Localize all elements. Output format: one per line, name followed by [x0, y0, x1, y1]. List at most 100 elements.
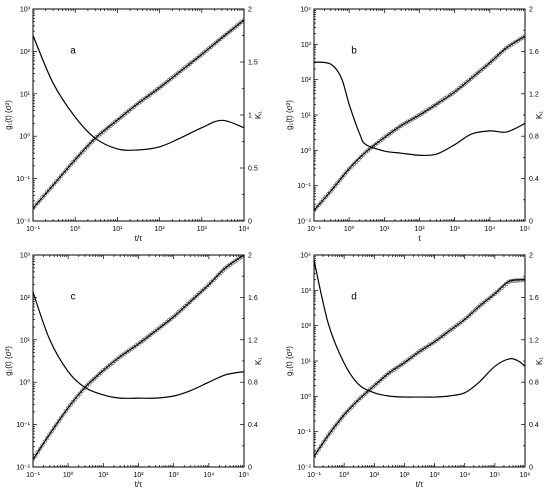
data-marker	[241, 17, 244, 23]
data-marker	[471, 309, 476, 314]
data-marker	[405, 119, 410, 124]
y2-tick-label: 1.5	[248, 60, 258, 67]
data-marker	[49, 184, 54, 189]
data-marker	[187, 299, 193, 304]
data-marker	[314, 450, 319, 455]
data-marker	[61, 171, 66, 176]
y2-tick-label: 0.4	[529, 422, 539, 429]
x-tick-label: 10³	[450, 226, 461, 233]
data-marker	[316, 447, 321, 452]
data-marker	[216, 273, 221, 278]
data-marker	[314, 454, 317, 459]
x-tick-label: 10⁰	[344, 225, 355, 233]
panel-letter: d	[351, 292, 357, 303]
data-marker	[68, 162, 73, 168]
y-tick-label: 10¹	[301, 113, 312, 120]
data-marker	[66, 165, 71, 170]
series-non-gaussian-parameter	[314, 61, 525, 157]
x-tick-label: 10¹	[379, 226, 390, 233]
y2-axis-label: K₁	[254, 357, 263, 365]
data-marker	[314, 205, 319, 210]
plot-frame	[32, 8, 245, 222]
data-marker	[47, 432, 52, 437]
data-marker	[330, 186, 335, 191]
data-marker	[87, 142, 92, 147]
data-marker	[501, 48, 507, 53]
data-marker	[195, 293, 200, 298]
series-g1-msd-markers	[314, 34, 525, 213]
data-marker	[335, 180, 340, 186]
y-tick-label: 10⁻²	[297, 465, 311, 472]
data-marker	[63, 408, 68, 414]
data-marker	[202, 286, 207, 292]
x-axis-label: t	[418, 234, 421, 243]
y-tick-label: 10³	[20, 7, 31, 14]
data-marker	[61, 412, 66, 417]
y-tick-label: 10²	[301, 323, 312, 330]
y2-tick-label: 2	[248, 7, 252, 14]
data-marker	[59, 173, 64, 179]
series-g1-msd-markers	[33, 17, 244, 211]
y2-axis-label: K₁	[254, 111, 263, 119]
data-marker	[77, 152, 82, 157]
data-marker	[77, 391, 82, 396]
data-marker	[220, 268, 225, 273]
data-marker	[497, 287, 502, 293]
y2-tick-label: 2	[529, 7, 533, 14]
y-axis-label: g₁(t) (σ²)	[4, 346, 13, 376]
y-tick-label: 10⁻¹	[16, 176, 30, 183]
plot-area	[33, 17, 244, 211]
data-marker	[37, 446, 43, 451]
data-marker	[499, 285, 504, 291]
data-marker	[347, 407, 352, 412]
data-marker	[506, 279, 511, 284]
x-tick-label: 10⁴	[459, 472, 470, 479]
data-marker	[497, 52, 502, 57]
data-marker	[398, 123, 403, 128]
y2-tick-label: 1.6	[529, 295, 539, 302]
data-marker	[33, 203, 38, 208]
data-marker	[354, 159, 359, 164]
data-marker	[351, 161, 356, 167]
y-tick-label: 10⁻¹	[297, 183, 311, 190]
data-marker	[180, 306, 186, 311]
series-g1-msd-fit	[33, 255, 244, 460]
y2-tick-label: 0.5	[248, 166, 258, 173]
data-marker	[89, 140, 94, 145]
data-marker	[356, 157, 361, 162]
data-marker	[75, 394, 80, 399]
data-marker	[354, 400, 359, 405]
data-marker	[89, 379, 94, 384]
y2-tick-label: 1.2	[529, 337, 539, 344]
x-tick-label: 10⁰	[70, 225, 81, 233]
x-tick-label: 10¹	[98, 472, 109, 479]
data-marker	[504, 281, 509, 287]
y2-tick-label: 0.4	[529, 176, 539, 183]
data-marker	[44, 436, 50, 441]
data-marker	[494, 54, 499, 59]
y-axis-label: g₁(t) (σ²)	[285, 100, 294, 130]
data-marker	[347, 166, 352, 171]
data-marker	[330, 427, 335, 432]
y-tick-label: 10⁰	[300, 147, 311, 155]
x-tick-label: 10⁴	[484, 226, 495, 233]
data-marker	[183, 303, 188, 309]
panel-c: 10⁻¹ 10⁰ 10¹ 10² 10³ 10⁴ 10⁵10⁻²10⁻¹10⁰10¹10²1…	[4, 253, 263, 490]
data-marker	[351, 402, 356, 407]
data-marker	[490, 58, 495, 63]
data-marker	[400, 122, 406, 127]
series-g1-msd-fit	[33, 19, 244, 209]
data-marker	[492, 56, 497, 61]
data-marker	[349, 404, 354, 410]
data-marker	[333, 424, 338, 429]
data-marker	[361, 393, 366, 398]
data-marker	[464, 315, 469, 321]
y-axis-label: g₁(t) (σ²)	[4, 100, 13, 130]
y2-tick-label: 0	[248, 465, 252, 472]
data-marker	[356, 397, 361, 402]
x-tick-label: 10³	[197, 226, 208, 233]
data-marker	[415, 114, 420, 119]
y2-tick-label: 0.8	[529, 380, 539, 387]
data-marker	[375, 380, 380, 386]
plot-frame	[313, 254, 526, 468]
